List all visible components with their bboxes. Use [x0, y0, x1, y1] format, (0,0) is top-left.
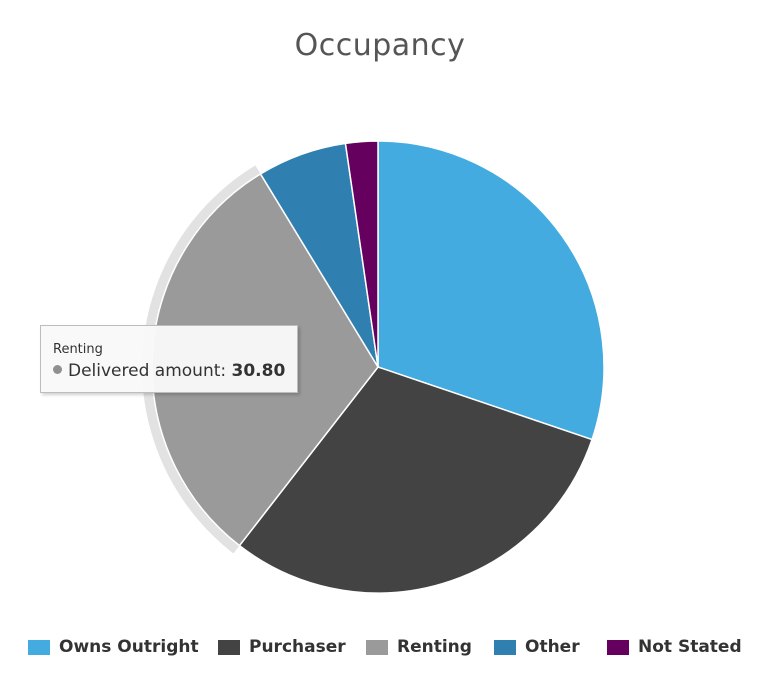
legend-item-purchaser[interactable]: Purchaser	[218, 634, 346, 660]
legend-swatch	[607, 639, 629, 655]
tooltip-title: Renting	[53, 342, 103, 357]
legend-swatch	[494, 639, 516, 655]
pie-slice-owns-outright[interactable]	[377, 140, 605, 441]
legend-label: Other	[525, 637, 580, 657]
pie-slice-purchaser[interactable]	[238, 366, 593, 594]
pie-slice-not-stated[interactable]	[344, 140, 379, 368]
legend-label: Not Stated	[638, 637, 742, 657]
tooltip-value: 30.80	[231, 361, 286, 381]
legend-item-other[interactable]: Other	[494, 634, 580, 660]
legend-label: Owns Outright	[59, 637, 199, 657]
tooltip-series-dot	[53, 365, 62, 374]
legend-item-owns-outright[interactable]: Owns Outright	[28, 634, 199, 660]
legend-swatch	[218, 639, 240, 655]
chart-title: Occupancy	[294, 28, 466, 63]
tooltip: Renting Delivered amount: 30.80	[40, 325, 298, 393]
legend-swatch	[28, 639, 50, 655]
legend: Owns Outright Purchaser Renting Other No…	[0, 634, 760, 660]
tooltip-row: Delivered amount: 30.80	[53, 359, 297, 383]
legend-item-not-stated[interactable]: Not Stated	[607, 634, 742, 660]
legend-label: Purchaser	[249, 637, 346, 657]
legend-swatch	[366, 639, 388, 655]
legend-label: Renting	[397, 637, 472, 657]
tooltip-series-label: Delivered amount:	[68, 361, 232, 381]
legend-item-renting[interactable]: Renting	[366, 634, 472, 660]
